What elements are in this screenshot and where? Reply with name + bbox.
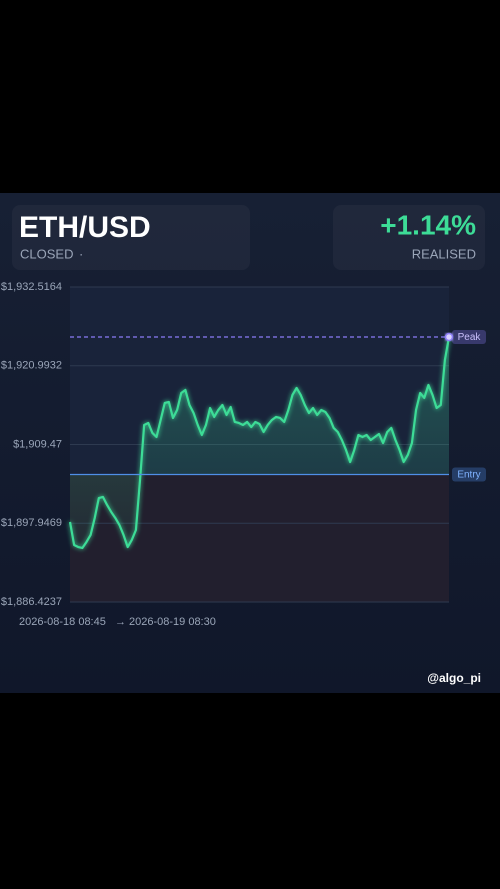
price-line [68, 336, 451, 550]
reference-label: Peak [458, 332, 482, 343]
symbol: ETH/USD [19, 211, 151, 244]
reference-badge [452, 330, 486, 345]
status-separator: · [79, 246, 83, 261]
reference-badge [452, 467, 486, 482]
peak-dot [444, 332, 454, 342]
symbol-panel [12, 205, 250, 270]
change: +1.14% [380, 209, 476, 240]
y-tick-label: $1,932.5164 [1, 281, 62, 293]
result-panel [333, 205, 485, 270]
status: CLOSED [20, 246, 73, 261]
y-tick-label: $1,897.9469 [1, 517, 62, 529]
change-status: REALISED [412, 246, 476, 261]
reference-label: Entry [457, 470, 480, 481]
y-tick-label: $1,886.4237 [1, 596, 62, 608]
area-fill [70, 337, 449, 548]
y-tick-label: $1,920.9932 [1, 360, 62, 372]
y-tick-label: $1,909.47 [13, 438, 62, 450]
watermark: @algo_pi [427, 671, 481, 685]
x-start: 2026-08-18 08:45 [19, 616, 106, 628]
x-separator: → [115, 616, 126, 628]
x-end: 2026-08-19 08:30 [129, 616, 216, 628]
plot: $1,932.5164 $1,920.9932 $1,909.47 $1,897.94… [1, 281, 486, 608]
